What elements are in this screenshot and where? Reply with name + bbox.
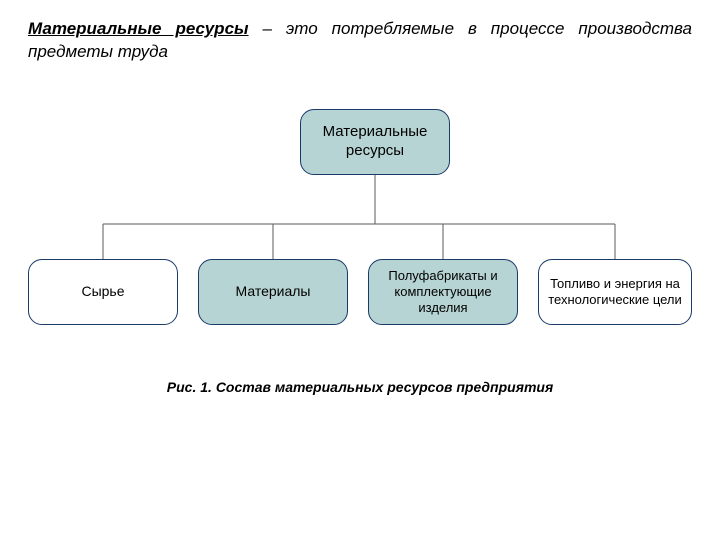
child-node-1: Материалы (198, 259, 348, 325)
root-node: Материальные ресурсы (300, 109, 450, 175)
definition-term: Материальные ресурсы (28, 19, 249, 38)
child-node-3: Топливо и энергия на технологические цел… (538, 259, 692, 325)
page: Материальные ресурсы – это потребляемые … (0, 0, 720, 540)
child-node-2: Полуфабрикаты и комплектующие изделия (368, 259, 518, 325)
figure-caption: Рис. 1. Состав материальных ресурсов пре… (28, 379, 692, 395)
child-node-0: Сырье (28, 259, 178, 325)
hierarchy-diagram: Материальные ресурсы Сырье Материалы Полуфа… (28, 109, 692, 409)
definition-text: Материальные ресурсы – это потребляемые … (28, 18, 692, 64)
